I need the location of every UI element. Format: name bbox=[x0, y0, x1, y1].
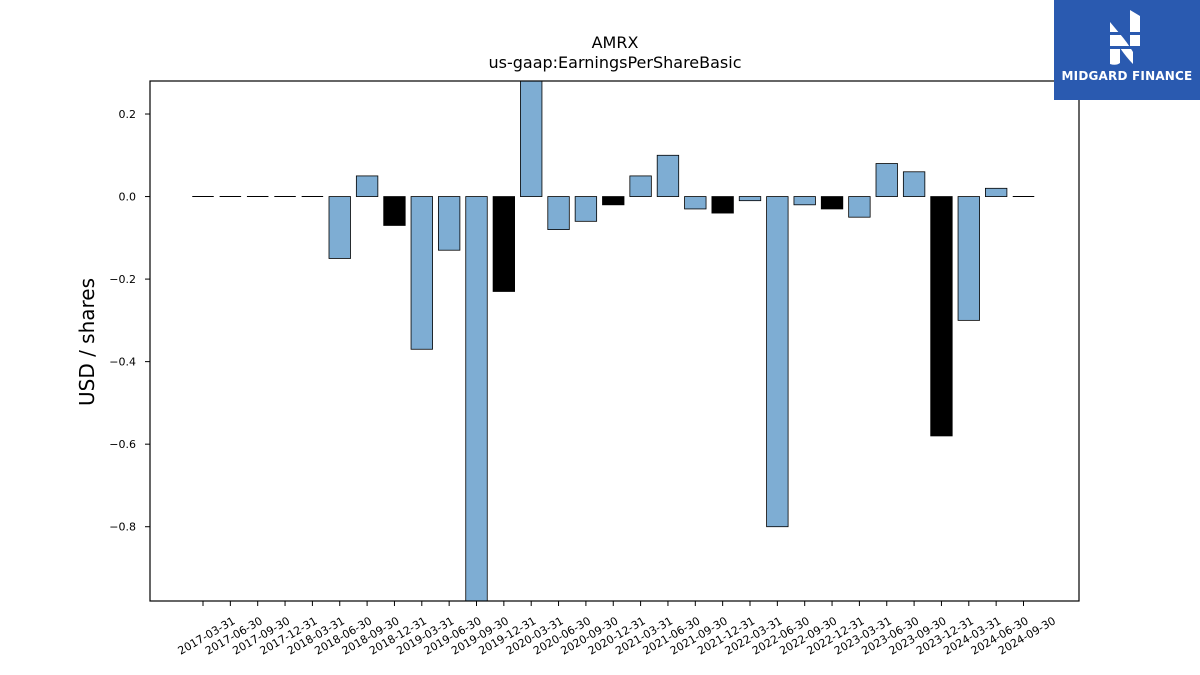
bar-2019-12-31 bbox=[492, 196, 516, 292]
y-tick-label: 0.2 bbox=[119, 108, 137, 121]
bar-2022-12-31 bbox=[820, 196, 844, 210]
bar-2018-09-30 bbox=[355, 175, 379, 197]
y-tick-label: −0.6 bbox=[109, 438, 136, 451]
bar-2023-12-31 bbox=[930, 196, 953, 437]
y-tick-label: −0.8 bbox=[109, 521, 136, 534]
bar-2020-09-30 bbox=[574, 196, 598, 222]
y-tick-label: −0.4 bbox=[109, 356, 136, 369]
bar-2021-03-31 bbox=[629, 175, 652, 197]
bar-2024-03-31 bbox=[957, 196, 980, 321]
bar-2023-09-30 bbox=[902, 171, 926, 197]
y-axis: 0.2 0.0 −0.2 −0.4 −0.6 −0.8 bbox=[109, 108, 150, 534]
plot-frame bbox=[149, 80, 1080, 602]
bar-2018-06-30 bbox=[328, 196, 351, 259]
bar-2022-09-30 bbox=[793, 196, 816, 206]
midgard-logo-icon bbox=[1100, 10, 1154, 65]
bar-2021-06-30 bbox=[656, 154, 680, 197]
bar-2019-06-30 bbox=[437, 196, 461, 251]
bar-2022-03-31 bbox=[738, 196, 762, 202]
bar-2021-12-31 bbox=[711, 196, 734, 214]
y-tick-label: 0.0 bbox=[119, 191, 137, 204]
bar-2023-03-31 bbox=[848, 196, 871, 218]
y-axis-label: USD / shares bbox=[75, 278, 99, 406]
bar-2023-06-30 bbox=[875, 163, 898, 197]
x-axis: 2017-03-312017-06-302017-09-302017-12-31… bbox=[176, 601, 1058, 658]
brand-logo: MIDGARD FINANCE bbox=[1054, 0, 1200, 100]
bar-2022-06-30 bbox=[766, 196, 789, 528]
bar-2020-06-30 bbox=[547, 196, 570, 230]
bar-2024-06-30 bbox=[985, 187, 1008, 197]
chart-title: AMRX bbox=[592, 33, 639, 52]
bar-2019-09-30 bbox=[465, 196, 488, 602]
bar-2020-12-31 bbox=[602, 196, 625, 206]
brand-name: MIDGARD FINANCE bbox=[1061, 69, 1193, 83]
bars-group bbox=[192, 80, 1035, 602]
y-tick-label: −0.2 bbox=[109, 273, 136, 286]
bar-2020-03-31 bbox=[520, 80, 543, 197]
bar-2021-09-30 bbox=[684, 196, 707, 210]
bar-2018-12-31 bbox=[383, 196, 406, 226]
chart-subtitle: us-gaap:EarningsPerShareBasic bbox=[488, 53, 741, 72]
bar-2019-03-31 bbox=[410, 196, 433, 350]
